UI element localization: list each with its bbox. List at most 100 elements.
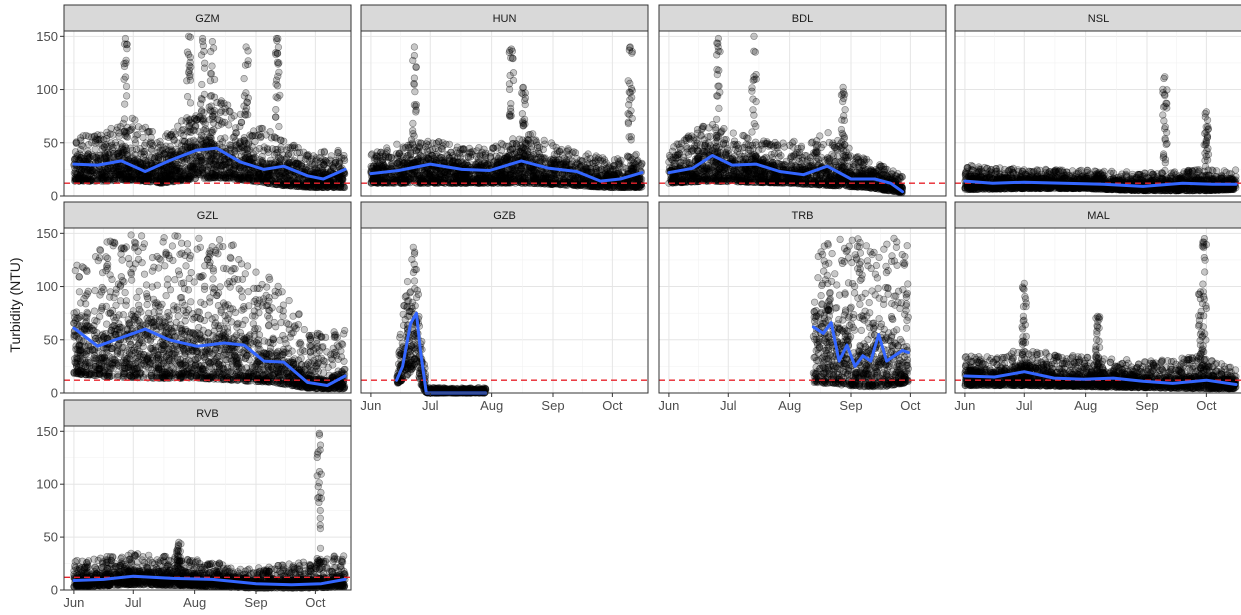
data-point: [250, 170, 258, 178]
data-point: [167, 162, 175, 171]
data-point: [84, 155, 92, 163]
data-point: [259, 125, 267, 133]
data-point: [176, 167, 184, 175]
data-point: [317, 183, 325, 191]
data-point: [176, 174, 184, 182]
data-point: [165, 178, 173, 186]
data-point: [168, 162, 177, 170]
data-point: [112, 163, 121, 171]
data-point: [270, 151, 279, 159]
data-point: [79, 142, 87, 150]
data-point: [184, 171, 192, 179]
data-points: [70, 32, 349, 192]
data-point: [383, 147, 392, 155]
data-point: [334, 146, 342, 155]
data-point: [320, 161, 328, 169]
data-point: [221, 174, 229, 182]
data-point: [120, 115, 129, 123]
data-point: [91, 132, 99, 140]
data-point: [132, 175, 140, 183]
data-point: [290, 141, 298, 149]
data-point: [208, 149, 216, 157]
data-point: [237, 118, 246, 126]
data-point: [602, 171, 610, 179]
data-point: [180, 137, 188, 145]
data-point: [167, 169, 175, 177]
data-point: [412, 147, 421, 155]
data-point: [183, 114, 191, 122]
data-point: [98, 167, 107, 175]
data-point: [267, 134, 276, 142]
data-point: [217, 100, 225, 108]
data-point: [121, 100, 129, 108]
data-point: [239, 147, 247, 156]
data-point: [101, 172, 109, 180]
data-point: [341, 156, 349, 164]
data-point: [338, 175, 346, 183]
data-point: [208, 62, 216, 70]
data-point: [210, 119, 218, 127]
data-point: [445, 140, 454, 148]
data-point: [227, 114, 235, 122]
data-point: [410, 43, 419, 51]
data-point: [627, 133, 635, 141]
data-point: [575, 160, 583, 168]
data-point: [277, 136, 285, 144]
data-point: [240, 74, 248, 83]
data-point: [184, 175, 192, 183]
data-point: [431, 144, 440, 152]
data-point: [161, 166, 169, 174]
data-point: [220, 99, 228, 107]
data-point: [116, 168, 125, 176]
data-point: [506, 170, 514, 179]
data-point: [535, 143, 544, 151]
data-point: [417, 139, 425, 147]
data-point: [602, 159, 610, 167]
data-point: [126, 175, 134, 183]
data-point: [242, 43, 250, 51]
data-point: [304, 151, 312, 159]
y-axis-label: Turbidity (NTU): [7, 257, 23, 352]
data-point: [131, 116, 139, 124]
data-point: [230, 161, 239, 169]
data-point: [626, 79, 634, 87]
data-point: [507, 104, 515, 112]
data-point: [610, 156, 619, 164]
data-point: [232, 129, 240, 137]
data-point: [505, 80, 514, 88]
data-point: [286, 175, 294, 183]
data-point: [521, 120, 529, 128]
data-point: [198, 106, 206, 115]
data-point: [592, 169, 600, 177]
data-point: [207, 150, 215, 159]
data-point: [232, 124, 240, 132]
data-point: [520, 149, 528, 157]
data-point: [480, 175, 488, 183]
data-point: [274, 148, 282, 157]
data-point: [411, 88, 419, 96]
data-point: [186, 127, 194, 135]
data-point: [97, 131, 105, 139]
data-point: [435, 138, 443, 146]
data-point: [97, 169, 105, 177]
data-point: [410, 74, 419, 82]
data-point: [208, 37, 216, 46]
data-point: [292, 160, 300, 168]
data-point: [205, 162, 213, 171]
data-point: [96, 151, 104, 159]
data-point: [139, 133, 147, 142]
data-point: [156, 173, 164, 181]
data-point: [272, 49, 280, 57]
data-point: [199, 166, 207, 174]
data-point: [116, 176, 125, 184]
data-point: [197, 152, 205, 160]
data-point: [184, 92, 192, 101]
data-point: [187, 128, 195, 136]
data-point: [185, 117, 193, 125]
data-point: [122, 92, 131, 100]
data-point: [479, 151, 487, 159]
data-point: [221, 174, 229, 182]
data-point: [306, 183, 315, 191]
data-point: [188, 168, 196, 176]
